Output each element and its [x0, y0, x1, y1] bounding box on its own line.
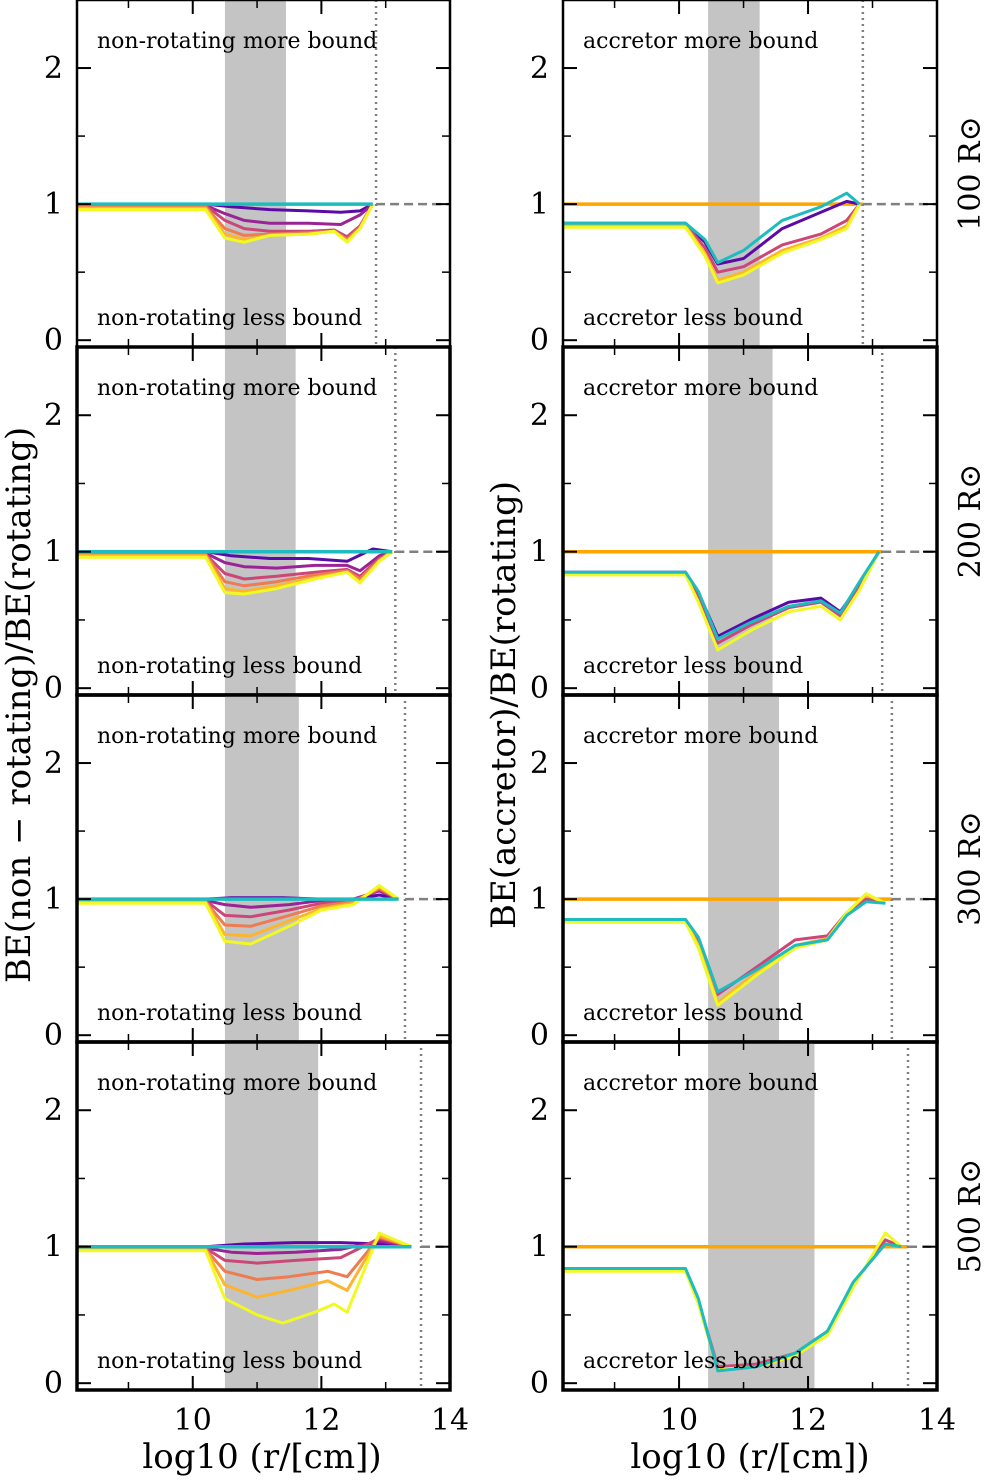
series-line-5: [77, 1231, 412, 1325]
annotation-less-bound: accretor less bound: [583, 306, 803, 331]
y-tick-label: 1: [530, 187, 549, 222]
annotation-less-bound: accretor less bound: [583, 1349, 803, 1374]
x-tick-label: 14: [918, 1403, 956, 1438]
annotation-more-bound: accretor more bound: [583, 1071, 818, 1096]
y-tick-label: 2: [530, 51, 549, 86]
panel-frame: [561, 1040, 939, 1392]
annotation-more-bound: non-rotating more bound: [97, 376, 377, 401]
panel-1-0: 0 1 2 accretor more bound accretor less boun…: [530, 0, 988, 358]
series-line-3: [563, 551, 881, 652]
y-tick-label: 1: [530, 882, 549, 917]
annotation-more-bound: non-rotating more bound: [97, 1071, 377, 1096]
annotation-less-bound: non-rotating less bound: [97, 1349, 362, 1374]
right-x-axis-title: log10 (r/[cm]): [630, 1437, 869, 1477]
y-tick-label: 2: [530, 1093, 549, 1128]
y-tick-label: 0: [530, 323, 549, 358]
series-line-1: [77, 550, 393, 573]
y-tick-label: 2: [44, 1093, 63, 1128]
series-line-1: [77, 202, 374, 226]
row-label: 100 R⊙: [953, 116, 988, 231]
left-y-axis-title: BE(non − rotating)/BE(rotating): [0, 427, 39, 983]
y-tick-label: 2: [44, 51, 63, 86]
annotation-less-bound: accretor less bound: [583, 1001, 803, 1026]
y-tick-label: 1: [530, 1230, 549, 1265]
y-tick-label: 1: [44, 1230, 63, 1265]
x-tick-label: 10: [174, 1403, 212, 1438]
y-tick-label: 2: [44, 398, 63, 433]
left-x-axis-title: log10 (r/[cm]): [142, 1437, 381, 1477]
shaded-region: [224, 0, 287, 347]
series-line-5: [77, 550, 394, 596]
series-line-4: [563, 550, 881, 641]
series-line-3: [77, 1235, 412, 1281]
panel-0-2: 0 1 2 non-rotating more bound non-rotating l…: [44, 693, 452, 1053]
y-tick-label: 0: [530, 1366, 549, 1401]
x-tick-label: 12: [302, 1403, 340, 1438]
y-tick-label: 1: [530, 535, 549, 570]
x-tick-label: 14: [431, 1403, 469, 1438]
annotation-less-bound: non-rotating less bound: [97, 306, 362, 331]
annotation-more-bound: accretor more bound: [583, 724, 818, 749]
y-tick-label: 0: [44, 1018, 63, 1053]
x-tick-label: 10: [660, 1403, 698, 1438]
y-tick-label: 1: [44, 882, 63, 917]
panel-1-2: 0 1 2 accretor more bound accretor less boun…: [530, 693, 988, 1053]
y-tick-label: 0: [44, 671, 63, 706]
shaded-region: [224, 695, 299, 1042]
y-tick-label: 2: [44, 746, 63, 781]
shaded-region: [708, 0, 760, 347]
series-line-5: [563, 191, 861, 265]
right-y-axis-title: BE(accretor)/BE(rotating): [484, 481, 524, 929]
panel-0-0: 0 1 2 non-rotating more bound non-rotating l…: [44, 0, 452, 358]
series-line-5: [77, 203, 375, 244]
annotation-more-bound: non-rotating more bound: [97, 29, 377, 54]
annotation-less-bound: accretor less bound: [583, 654, 803, 679]
row-label: 300 R⊙: [953, 811, 988, 926]
shaded-region: [224, 347, 296, 695]
series-line-3: [563, 892, 887, 1007]
series-line-4: [563, 203, 861, 285]
series-line-3: [563, 1242, 902, 1373]
y-tick-label: 2: [530, 398, 549, 433]
annotation-less-bound: non-rotating less bound: [97, 1001, 362, 1026]
annotation-more-bound: accretor more bound: [583, 376, 818, 401]
annotation-more-bound: non-rotating more bound: [97, 724, 377, 749]
series-line-2: [77, 1237, 412, 1265]
panel-frame: [75, 1040, 452, 1392]
annotation-more-bound: accretor more bound: [583, 29, 818, 54]
shaded-region: [708, 1042, 815, 1390]
y-tick-label: 1: [44, 187, 63, 222]
x-tick-label: 12: [789, 1403, 827, 1438]
row-label: 500 R⊙: [953, 1159, 988, 1274]
annotation-less-bound: non-rotating less bound: [97, 654, 362, 679]
series-line-4: [77, 1234, 412, 1299]
panel-1-1: 0 1 2 accretor more bound accretor less boun…: [530, 345, 988, 706]
shaded-region: [224, 1042, 319, 1390]
series-line-5: [77, 884, 400, 946]
series-line-4: [563, 900, 886, 994]
y-tick-label: 0: [530, 1018, 549, 1053]
y-tick-label: 2: [530, 746, 549, 781]
row-label: 200 R⊙: [953, 464, 988, 579]
y-tick-label: 1: [44, 535, 63, 570]
y-tick-label: 0: [44, 1366, 63, 1401]
y-tick-label: 0: [530, 671, 549, 706]
panel-0-1: 0 1 2 non-rotating more bound non-rotating l…: [44, 345, 452, 706]
series-line-2: [563, 203, 861, 274]
y-tick-label: 0: [44, 323, 63, 358]
